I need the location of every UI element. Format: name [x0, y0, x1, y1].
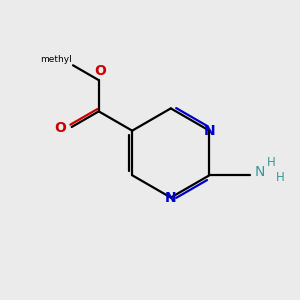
Text: N: N	[255, 165, 265, 179]
Text: O: O	[94, 64, 106, 78]
Text: O: O	[55, 122, 66, 136]
Text: H: H	[267, 156, 276, 169]
Text: methyl: methyl	[40, 55, 71, 64]
Text: H: H	[276, 171, 284, 184]
Text: N: N	[204, 124, 215, 138]
Text: N: N	[165, 190, 177, 205]
